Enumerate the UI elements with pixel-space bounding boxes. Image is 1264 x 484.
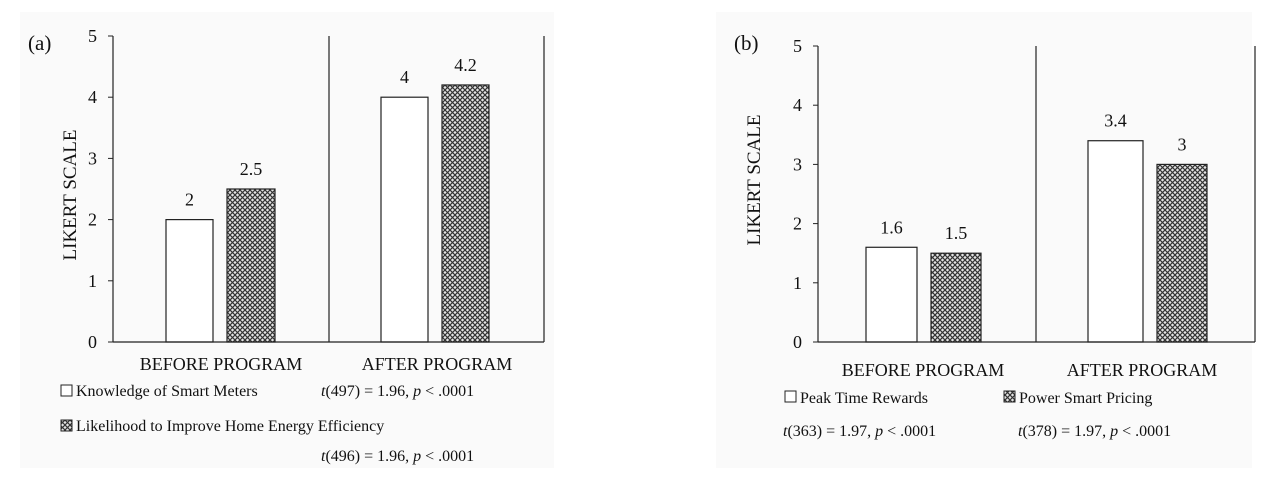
bar-value-label: 1.6 (880, 217, 903, 237)
y-axis-ticks: 0 1 2 3 4 5 (88, 26, 113, 352)
bar (380, 96, 429, 343)
legend-swatch-white (784, 390, 797, 403)
bar-value-label: 4 (400, 67, 409, 87)
legend-entry: Likelihood to Improve Home Energy Effici… (76, 418, 384, 435)
legend-entry: Power Smart Pricing (1019, 390, 1152, 407)
y-tick-label: 2 (793, 214, 802, 234)
y-tick-label: 1 (88, 271, 97, 291)
legend-entry: Peak Time Rewards (800, 390, 928, 407)
bar (441, 84, 490, 343)
bar (930, 252, 982, 343)
bars: 2 2.5 4 4.2 (165, 55, 490, 343)
bar (226, 188, 276, 343)
legend-entry: Knowledge of Smart Meters (76, 383, 258, 400)
y-tick-label: 1 (793, 273, 802, 293)
legend-swatch-hatched (1003, 390, 1016, 403)
legend-swatch-hatched (60, 419, 73, 432)
axes-frame (112, 36, 545, 343)
chart-panel-b: (b) LIKERT SCALE 0 1 2 3 4 5 1.6 1.5 3.4 3 BEFOR… (716, 12, 1256, 468)
bar (865, 246, 918, 343)
legend-swatch-white (60, 384, 73, 397)
bar (1087, 140, 1144, 343)
panel-label: (b) (734, 31, 759, 55)
y-tick-label: 5 (88, 26, 97, 46)
category-label: AFTER PROGRAM (362, 354, 513, 374)
axes-frame (817, 46, 1256, 343)
bar-value-label: 3.4 (1104, 111, 1127, 131)
bar-value-label: 4.2 (454, 55, 477, 75)
stat-text: t(378) = 1.97, p < .0001 (1018, 423, 1171, 440)
y-tick-label: 3 (793, 154, 802, 174)
stat-text: t(496) = 1.96, p < .0001 (321, 448, 474, 465)
y-axis-ticks: 0 1 2 3 4 5 (793, 36, 818, 352)
bar-value-label: 1.5 (945, 223, 968, 243)
bar (1156, 163, 1208, 343)
y-tick-label: 2 (88, 210, 97, 230)
panel-label: (a) (28, 31, 51, 55)
bars: 1.6 1.5 3.4 3 (865, 111, 1208, 343)
bar-value-label: 3 (1178, 134, 1187, 154)
bar (165, 219, 214, 343)
y-tick-label: 5 (793, 36, 802, 56)
bar-value-label: 2 (185, 190, 194, 210)
stat-text: t(497) = 1.96, p < .0001 (321, 383, 474, 400)
category-label: AFTER PROGRAM (1067, 360, 1218, 380)
bar-value-label: 2.5 (240, 159, 263, 179)
y-tick-label: 4 (793, 95, 802, 115)
y-axis-label: LIKERT SCALE (60, 130, 81, 261)
y-tick-label: 3 (88, 148, 97, 168)
category-label: BEFORE PROGRAM (140, 354, 303, 374)
y-tick-label: 0 (793, 332, 802, 352)
y-axis-label: LIKERT SCALE (744, 115, 765, 246)
y-tick-label: 4 (88, 87, 97, 107)
stat-text: t(363) = 1.97, p < .0001 (783, 423, 936, 440)
category-label: BEFORE PROGRAM (842, 360, 1005, 380)
y-tick-label: 0 (88, 332, 97, 352)
chart-panel-a: (a) LIKERT SCALE 0 1 2 3 4 5 2 2.5 4 4.2 BEFORE … (20, 12, 554, 468)
